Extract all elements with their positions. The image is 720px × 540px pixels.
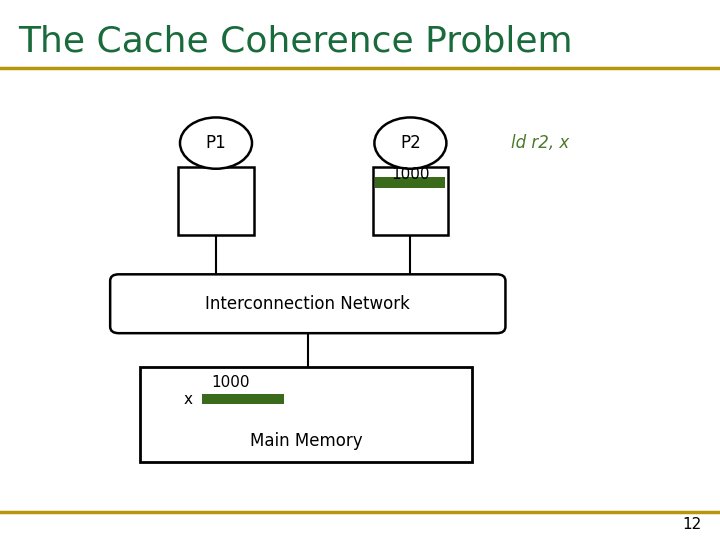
Ellipse shape: [374, 118, 446, 168]
Bar: [179, 167, 253, 235]
Bar: [373, 167, 448, 235]
Ellipse shape: [180, 118, 252, 168]
Text: 12: 12: [683, 517, 702, 532]
Text: P1: P1: [206, 134, 226, 152]
Text: ld r2, x: ld r2, x: [511, 134, 570, 152]
Text: The Cache Coherence Problem: The Cache Coherence Problem: [18, 24, 572, 58]
Bar: [140, 367, 472, 462]
Text: Main Memory: Main Memory: [250, 432, 362, 450]
FancyBboxPatch shape: [110, 274, 505, 333]
Text: 1000: 1000: [391, 167, 430, 182]
Text: P2: P2: [400, 134, 420, 152]
Text: x: x: [184, 392, 193, 407]
Bar: [202, 394, 284, 404]
Text: 1000: 1000: [212, 375, 250, 390]
Bar: [376, 177, 445, 188]
Text: Interconnection Network: Interconnection Network: [205, 295, 410, 313]
